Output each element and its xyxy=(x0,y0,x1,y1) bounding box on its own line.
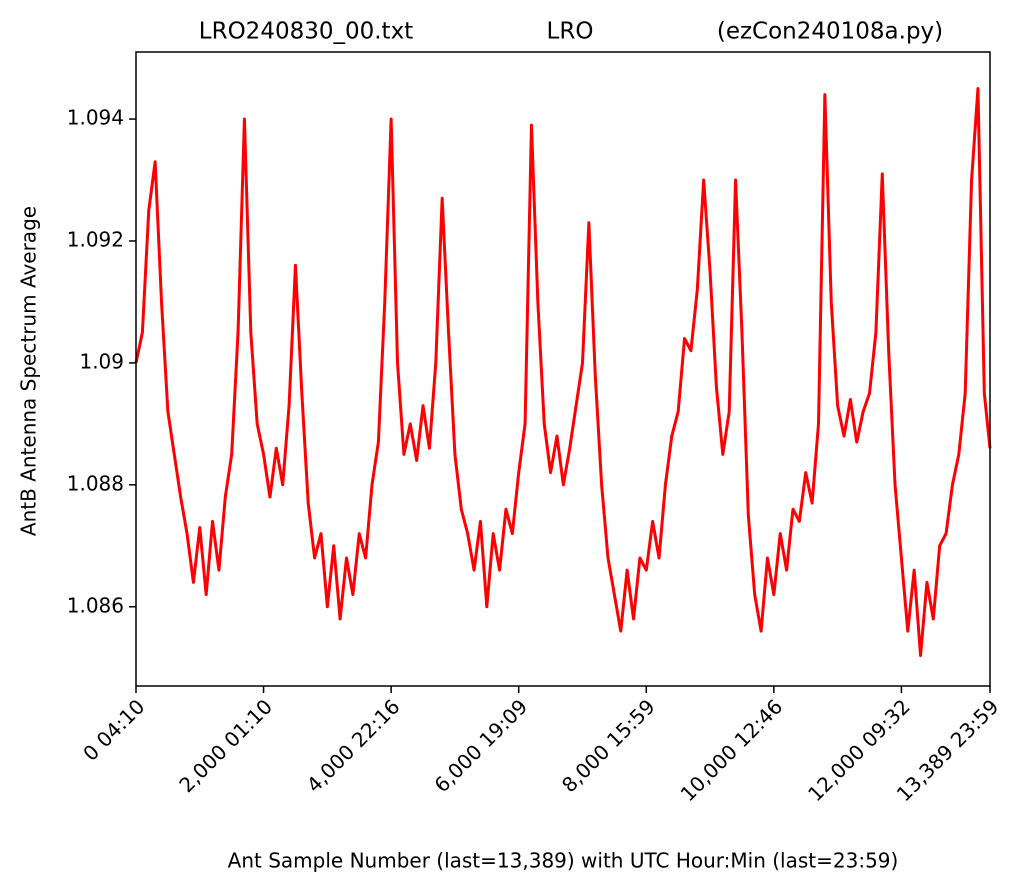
plot-frame xyxy=(135,51,991,687)
y-tick-label: 1.088 xyxy=(67,471,124,495)
y-tick-label: 1.086 xyxy=(67,593,124,617)
chart-title: (ezCon240108a.py) xyxy=(717,19,943,45)
y-tick-label: 1.094 xyxy=(67,106,124,130)
x-tick-label: 6,000 19:09 xyxy=(429,694,532,797)
x-tick-label: 8,000 15:59 xyxy=(557,694,660,797)
x-tick-label: 2,000 01:10 xyxy=(174,694,277,797)
x-axis-label: Ant Sample Number (last=13,389) with UTC… xyxy=(228,849,899,873)
x-tick-label: 0 04:10 xyxy=(78,694,149,765)
y-axis-label: AntB Antenna Spectrum Average xyxy=(17,206,41,536)
y-tick-label: 1.092 xyxy=(67,227,124,251)
data-line xyxy=(134,87,992,658)
y-tick-label: 1.09 xyxy=(79,349,124,373)
x-tick-label: 10,000 12:46 xyxy=(676,694,788,806)
chart-title: LRO xyxy=(547,19,594,45)
x-tick-label: 4,000 22:16 xyxy=(302,694,405,797)
chart-title: LRO240830_00.txt xyxy=(199,19,413,45)
